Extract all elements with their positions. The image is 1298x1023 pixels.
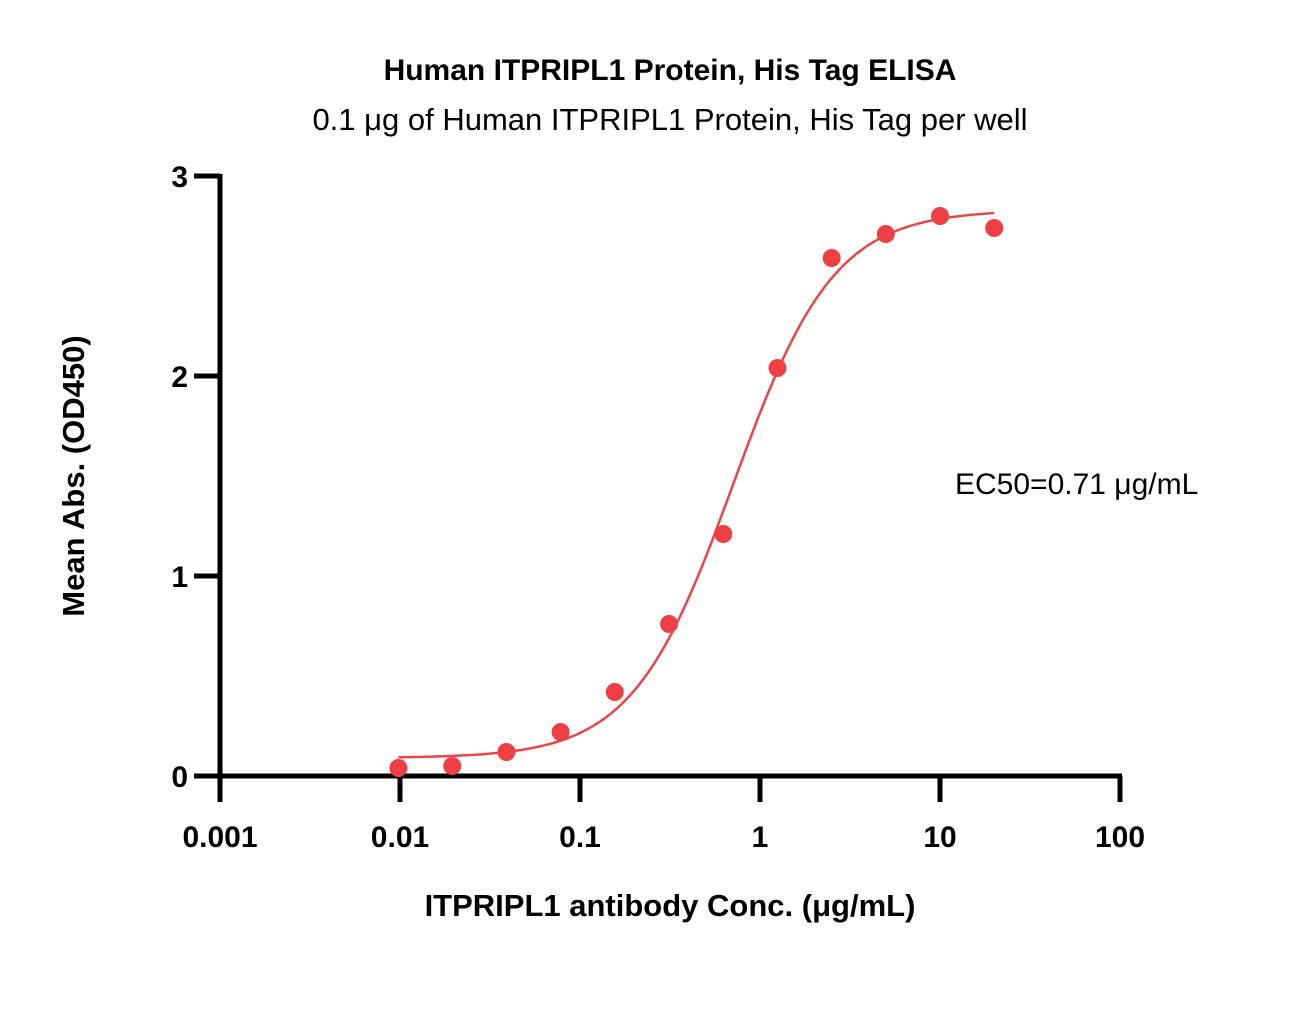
y-tick-label: 3 (171, 161, 188, 194)
x-tick-label: 0.01 (371, 821, 429, 854)
y-tick-label: 0 (171, 761, 188, 794)
data-point (985, 219, 1004, 237)
ec50-annotation: EC50=0.71 μg/mL (955, 468, 1198, 501)
data-point (768, 359, 787, 377)
y-tick-label: 2 (171, 361, 188, 394)
x-tick-label: 0.1 (559, 821, 601, 854)
data-point (660, 615, 679, 633)
plot-area: 0 1 2 3 0.001 0.01 0.1 1 10 100 (171, 161, 1145, 854)
x-axis-label: ITPRIPL1 antibody Conc. (μg/mL) (425, 888, 916, 923)
x-tick-label: 10 (923, 821, 956, 854)
x-tick-label: 0.001 (182, 821, 257, 854)
data-point (551, 723, 570, 741)
chart-subtitle: 0.1 μg of Human ITPRIPL1 Protein, His Ta… (312, 102, 1027, 137)
x-tick-label: 100 (1095, 821, 1145, 854)
data-point (443, 757, 462, 775)
data-point (714, 525, 733, 543)
data-point (497, 743, 516, 761)
data-point (389, 759, 408, 777)
x-tick-label: 1 (752, 821, 769, 854)
data-point (822, 249, 841, 267)
chart-title: Human ITPRIPL1 Protein, His Tag ELISA (384, 54, 957, 87)
y-tick-label: 1 (171, 561, 188, 594)
fit-curve (398, 211, 995, 759)
data-point (876, 225, 895, 243)
data-point (931, 207, 949, 225)
y-axis-label: Mean Abs. (OD450) (56, 335, 91, 616)
data-point (605, 683, 624, 701)
